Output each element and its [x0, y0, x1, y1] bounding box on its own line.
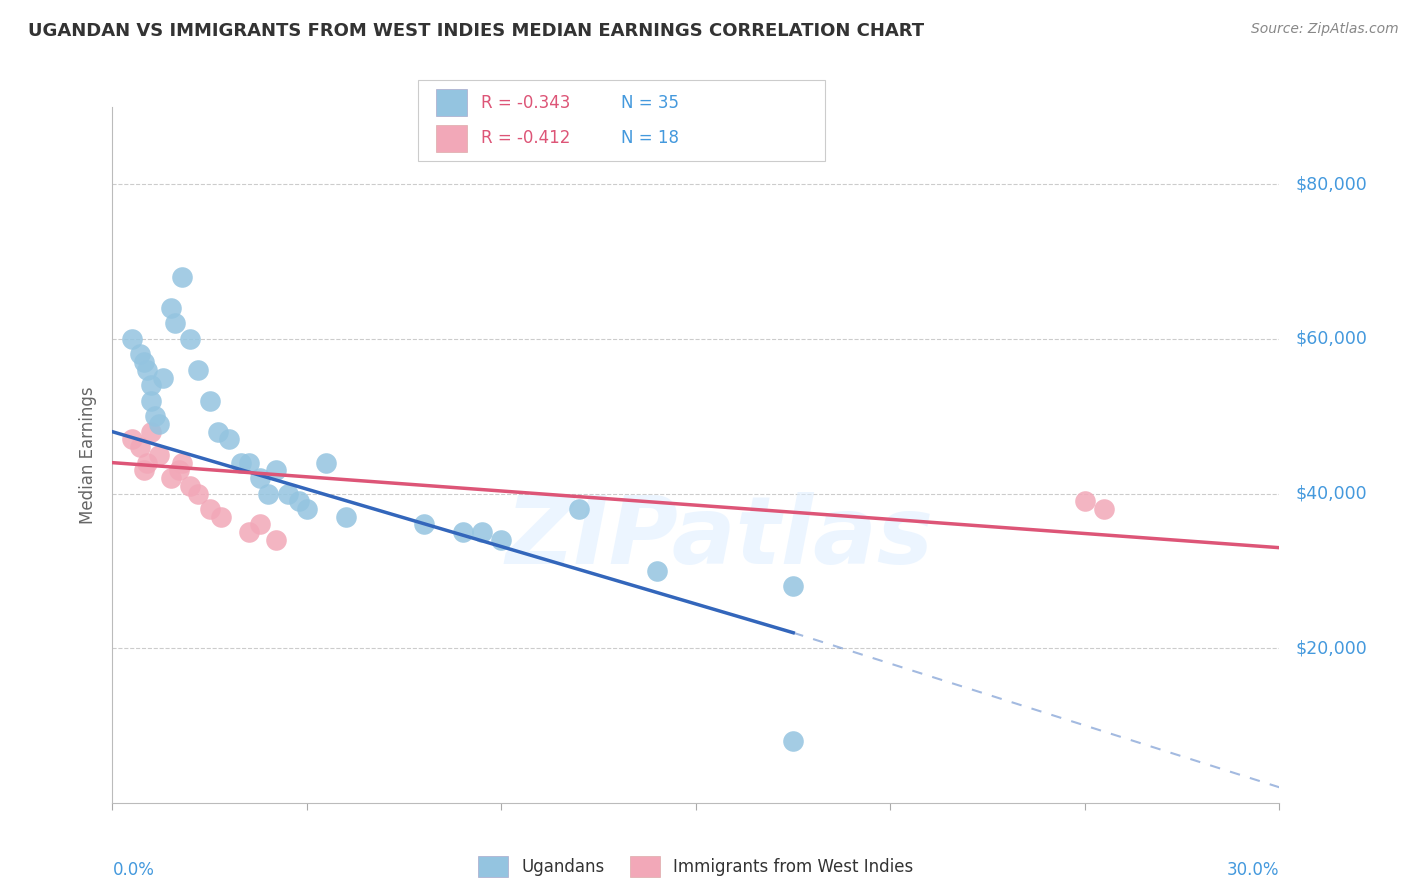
Point	[335, 509, 357, 524]
Point	[132, 355, 155, 369]
Point	[645, 564, 668, 578]
Point	[152, 370, 174, 384]
Text: $80,000: $80,000	[1295, 176, 1367, 194]
Point	[288, 494, 311, 508]
Text: 0.0%: 0.0%	[112, 861, 155, 879]
Text: $20,000: $20,000	[1295, 640, 1367, 657]
Point	[295, 502, 318, 516]
Point	[143, 409, 166, 424]
Point	[209, 509, 232, 524]
Point	[315, 456, 337, 470]
Text: $60,000: $60,000	[1295, 330, 1367, 348]
Point	[249, 471, 271, 485]
Point	[132, 463, 155, 477]
Point	[207, 425, 229, 439]
Point	[198, 502, 221, 516]
Text: ZIPatlas: ZIPatlas	[505, 492, 934, 584]
Point	[782, 579, 804, 593]
Point	[167, 463, 190, 477]
Point	[141, 378, 163, 392]
Point	[276, 486, 298, 500]
Point	[141, 425, 163, 439]
Point	[471, 525, 494, 540]
Point	[136, 363, 159, 377]
Point	[264, 533, 287, 547]
Point	[172, 456, 194, 470]
Point	[412, 517, 434, 532]
Point	[160, 301, 183, 315]
Point	[148, 448, 170, 462]
Point	[121, 433, 143, 447]
Point	[782, 734, 804, 748]
Point	[491, 533, 513, 547]
Legend: Ugandans, Immigrants from West Indies: Ugandans, Immigrants from West Indies	[470, 848, 922, 885]
Point	[218, 433, 240, 447]
Text: N = 18: N = 18	[621, 129, 679, 147]
Point	[136, 456, 159, 470]
Point	[1092, 502, 1115, 516]
Point	[141, 393, 163, 408]
Point	[160, 471, 183, 485]
Point	[451, 525, 474, 540]
Point	[179, 332, 201, 346]
Point	[1074, 494, 1097, 508]
Text: 30.0%: 30.0%	[1227, 861, 1279, 879]
Point	[172, 270, 194, 285]
Point	[128, 347, 150, 361]
Text: R = -0.412: R = -0.412	[481, 129, 571, 147]
Point	[163, 317, 186, 331]
Text: $40,000: $40,000	[1295, 484, 1367, 502]
Point	[229, 456, 252, 470]
Point	[187, 486, 209, 500]
Text: N = 35: N = 35	[621, 94, 679, 112]
Point	[257, 486, 280, 500]
Point	[238, 456, 260, 470]
Point	[148, 417, 170, 431]
Y-axis label: Median Earnings: Median Earnings	[79, 386, 97, 524]
Point	[238, 525, 260, 540]
Text: Source: ZipAtlas.com: Source: ZipAtlas.com	[1251, 22, 1399, 37]
Point	[568, 502, 591, 516]
Text: UGANDAN VS IMMIGRANTS FROM WEST INDIES MEDIAN EARNINGS CORRELATION CHART: UGANDAN VS IMMIGRANTS FROM WEST INDIES M…	[28, 22, 924, 40]
Point	[187, 363, 209, 377]
Point	[249, 517, 271, 532]
Point	[128, 440, 150, 454]
Point	[121, 332, 143, 346]
Text: R = -0.343: R = -0.343	[481, 94, 571, 112]
Point	[198, 393, 221, 408]
Point	[179, 479, 201, 493]
Point	[264, 463, 287, 477]
